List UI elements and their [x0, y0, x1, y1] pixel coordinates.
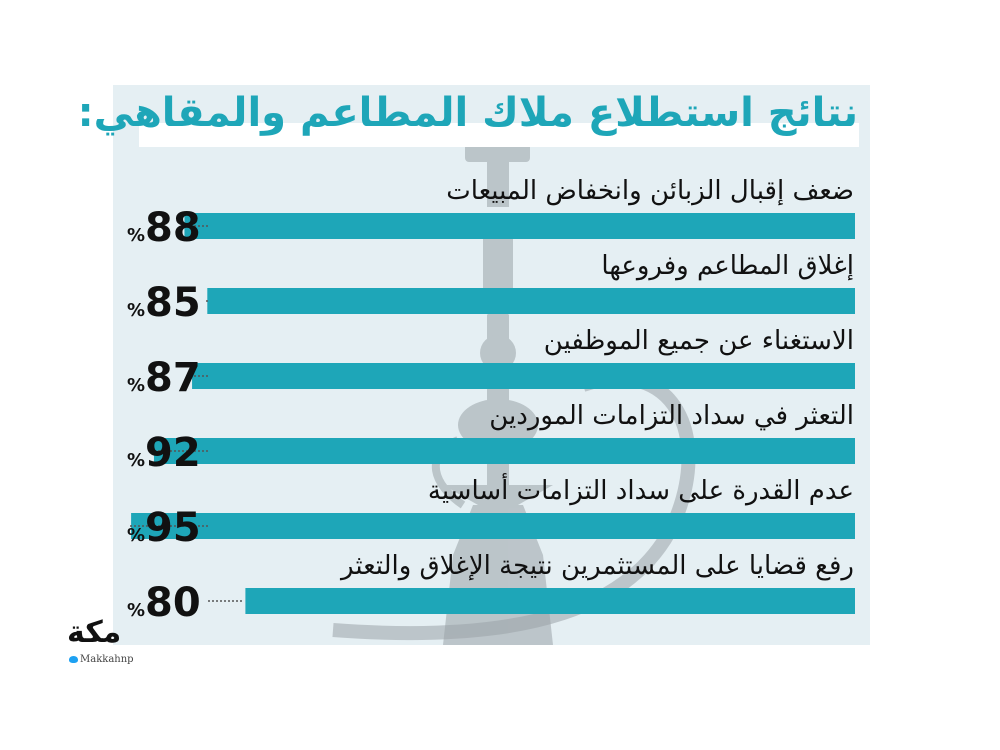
- bar: [192, 363, 855, 389]
- value-label: %88: [127, 205, 201, 251]
- infographic-panel: نتائج استطلاع ملاك المطاعم والمقاهي: %88…: [78, 85, 870, 645]
- value-label: %85: [127, 280, 201, 326]
- value-label: %95: [127, 505, 201, 551]
- bar: [245, 588, 855, 614]
- category-label: ضعف إقبال الزبائن وانخفاض المبيعات: [446, 176, 854, 206]
- bar: [207, 288, 856, 314]
- brand-logo-text: مكة: [67, 615, 122, 650]
- bar-chart: %88 %85 %87 %92 %95 %80: [127, 205, 856, 626]
- value-label: %87: [127, 355, 201, 401]
- value-label: %92: [127, 430, 201, 476]
- twitter-handle: Makkahnp: [80, 654, 134, 665]
- category-label: رفع قضايا على المستثمرين نتيجة الإغلاق و…: [341, 551, 854, 581]
- title-strip: [139, 123, 859, 147]
- category-label: إغلاق المطاعم وفروعها: [601, 251, 854, 281]
- value-label: %80: [127, 580, 201, 626]
- bar: [184, 213, 855, 239]
- bar: [131, 513, 856, 539]
- category-label: التعثر في سداد التزامات الموردين: [489, 401, 854, 431]
- bar: [153, 438, 856, 464]
- brand-handle: Makkahnp: [69, 654, 134, 665]
- makkah-logo: مكة Makkahnp: [65, 618, 165, 668]
- category-label: الاستغناء عن جميع الموظفين: [543, 326, 854, 356]
- twitter-icon: [69, 656, 78, 663]
- category-label: عدم القدرة على سداد التزامات أساسية: [427, 476, 854, 506]
- chart-title: نتائج استطلاع ملاك المطاعم والمقاهي:: [77, 90, 858, 136]
